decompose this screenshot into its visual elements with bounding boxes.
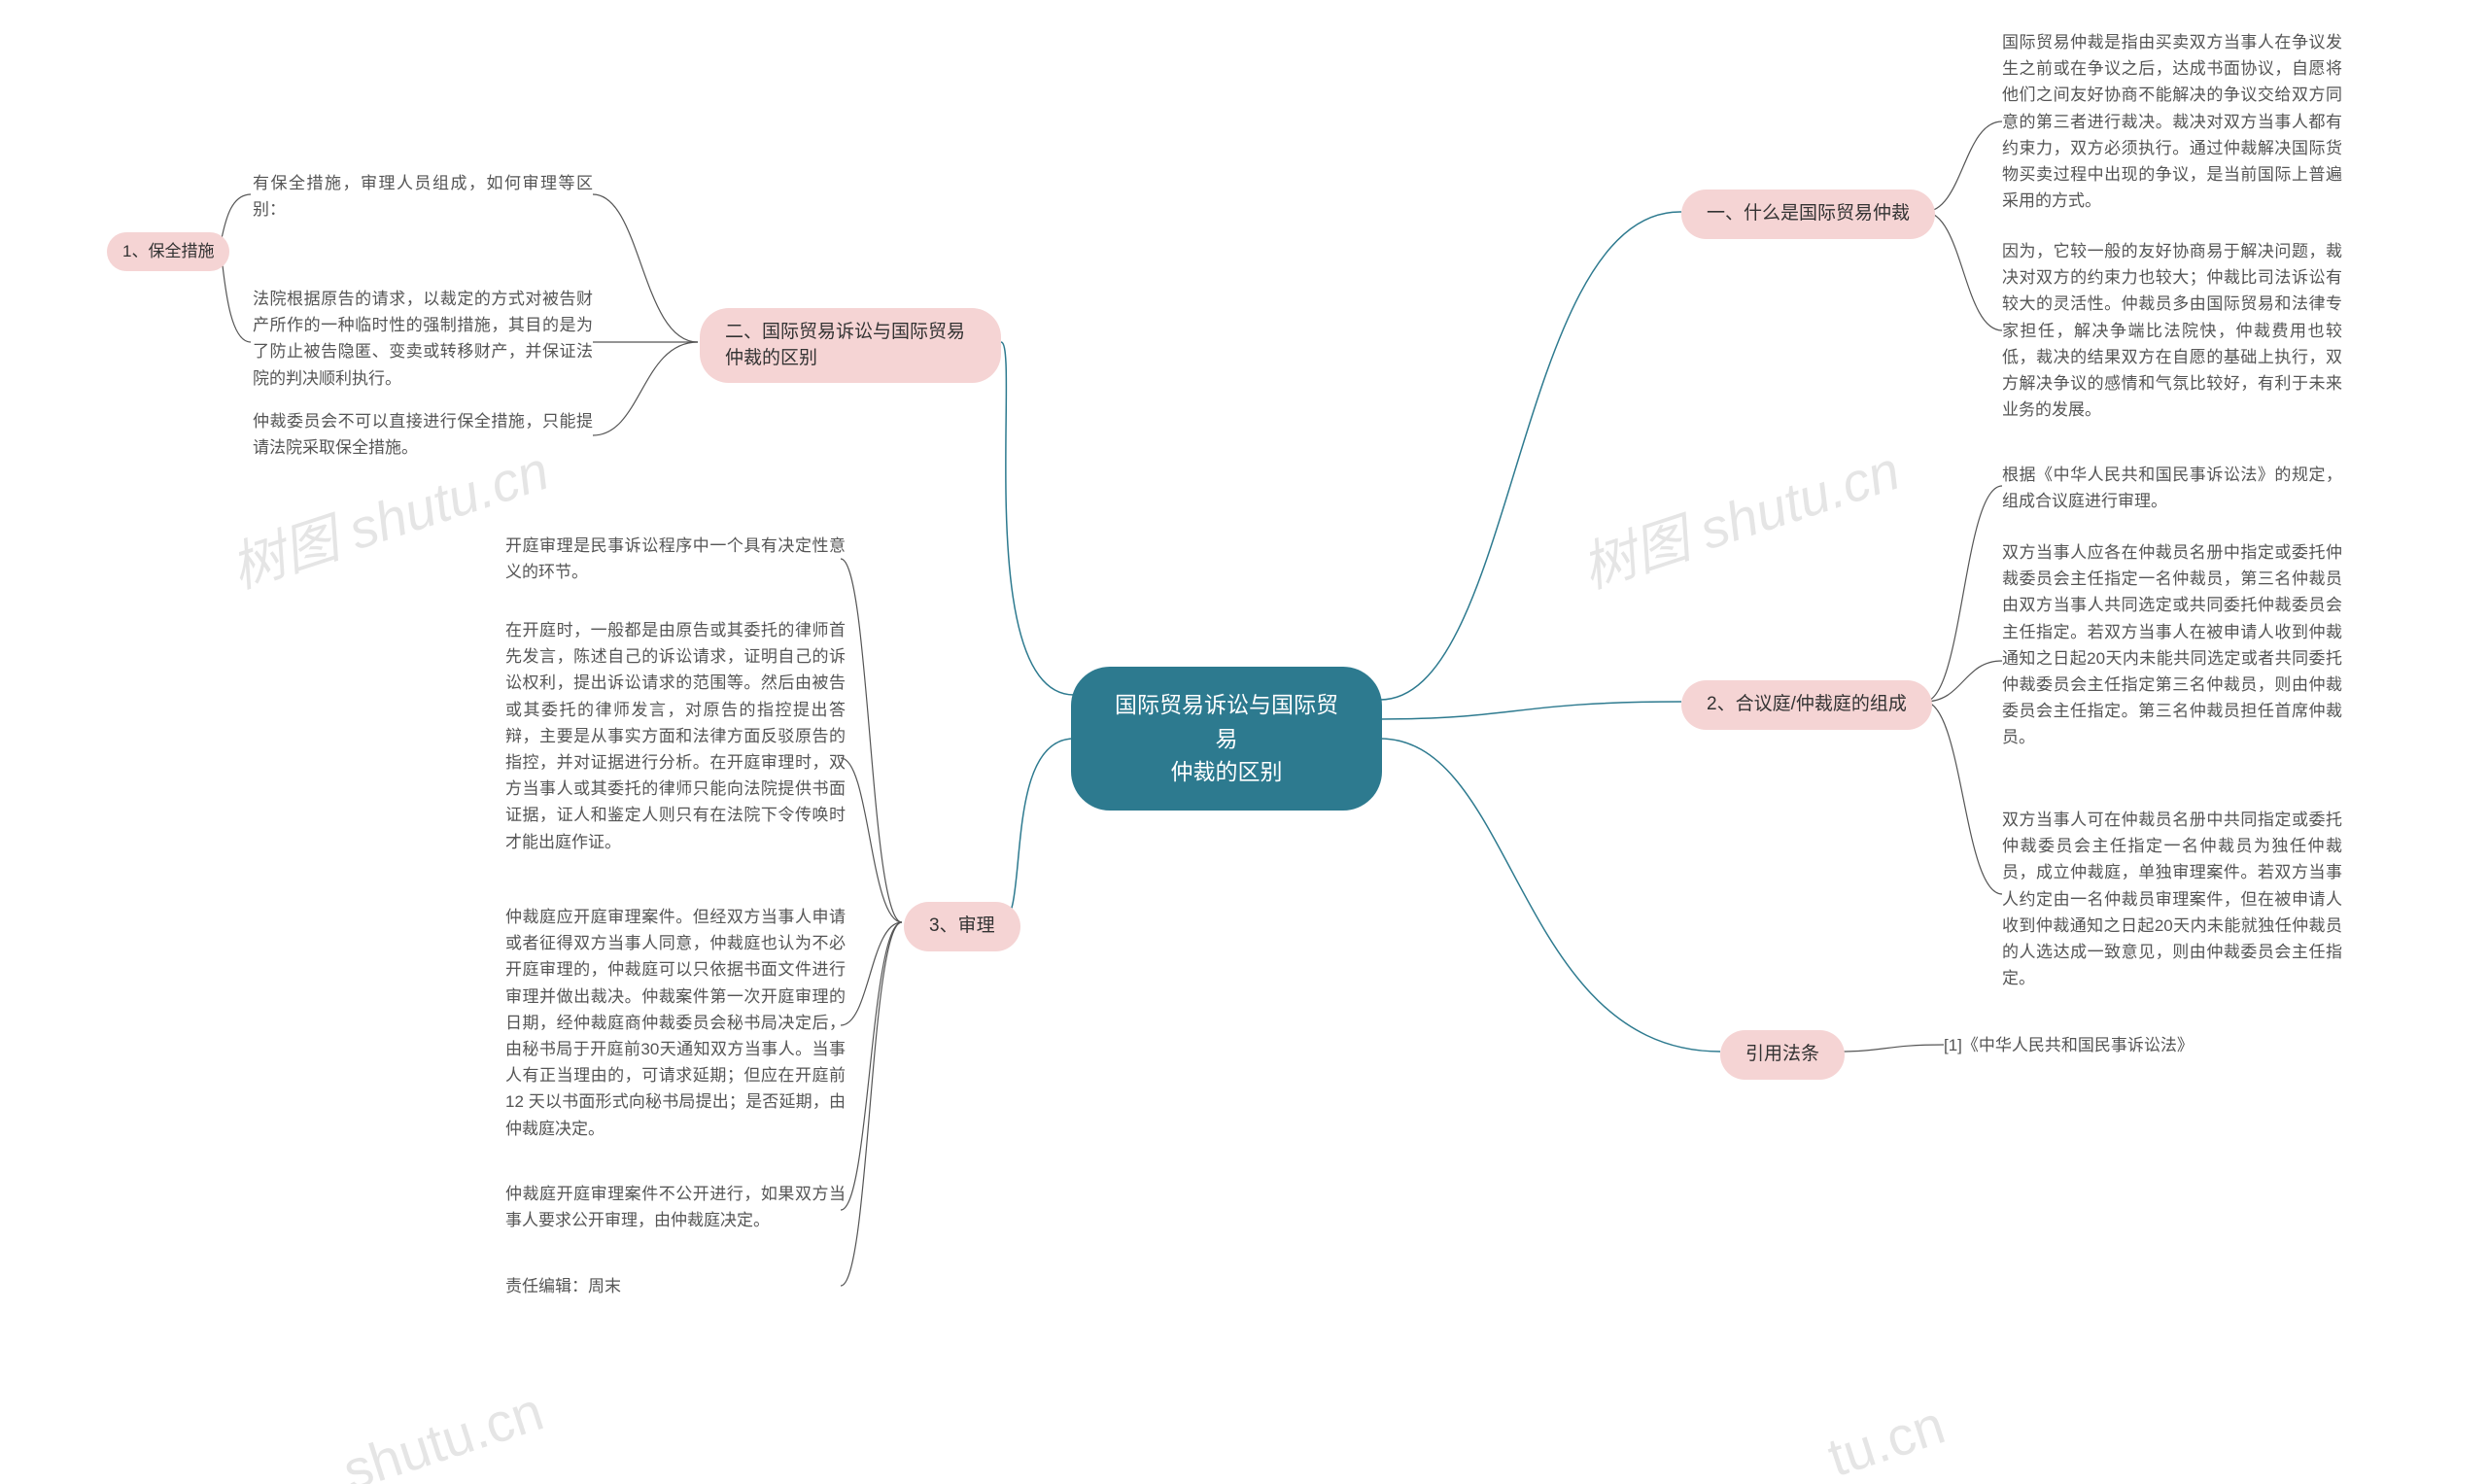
branch-label: 2、合议庭/仲裁庭的组成 [1707,694,1907,714]
leaf-right-1-1: 国际贸易仲裁是指由买卖双方当事人在争议发生之前或在争议之后，达成书面协议，自愿将… [2002,29,2342,214]
branch-left-2[interactable]: 3、审理 [904,902,1020,951]
leaf-left-2-3: 仲裁庭应开庭审理案件。但经双方当事人申请或者征得双方当事人同意，仲裁庭也认为不必… [505,904,846,1142]
leaf-right-3-1: [1]《中华人民共和国民事诉讼法》 [1944,1032,2194,1058]
root-text: 国际贸易诉讼与国际贸易仲裁的区别 [1115,692,1338,784]
watermark: shutu.cn [335,1379,550,1484]
leaf-left-1-2: 法院根据原告的请求，以裁定的方式对被告财产所作的一种临时性的强制措施，其目的是为… [253,286,593,392]
branch-left-1[interactable]: 二、国际贸易诉讼与国际贸易仲裁的区别 [700,308,1001,383]
leaf-right-2-3: 双方当事人可在仲裁员名册中共同指定或委托仲裁委员会主任指定一名仲裁员为独任仲裁员… [2002,807,2342,991]
branch-left-1-side[interactable]: 1、保全措施 [107,232,229,271]
leaf-right-1-2: 因为，它较一般的友好协商易于解决问题，裁决对双方的约束力也较大；仲裁比司法诉讼有… [2002,238,2342,423]
root-node[interactable]: 国际贸易诉讼与国际贸易仲裁的区别 [1071,667,1382,811]
leaf-left-2-4: 仲裁庭开庭审理案件不公开进行，如果双方当事人要求公开审理，由仲裁庭决定。 [505,1181,846,1233]
branch-right-2[interactable]: 2、合议庭/仲裁庭的组成 [1681,680,1932,730]
branch-label: 一、什么是国际贸易仲裁 [1707,203,1910,224]
watermark: 树图 shutu.cn [1571,428,1909,604]
leaf-left-1-1: 有保全措施，审理人员组成，如何审理等区别： [253,170,593,223]
leaf-left-2-2: 在开庭时，一般都是由原告或其委托的律师首先发言，陈述自己的诉讼请求，证明自己的诉… [505,617,846,855]
leaf-left-1-3: 仲裁委员会不可以直接进行保全措施，只能提请法院采取保全措施。 [253,408,593,461]
branch-label: 二、国际贸易诉讼与国际贸易仲裁的区别 [725,322,965,368]
branch-right-1[interactable]: 一、什么是国际贸易仲裁 [1681,190,1935,239]
watermark: tu.cn [1820,1393,1952,1484]
leaf-right-2-1: 根据《中华人民共和国民事诉讼法》的规定，组成合议庭进行审理。 [2002,462,2342,514]
leaf-left-2-1: 开庭审理是民事诉讼程序中一个具有决定性意义的环节。 [505,533,846,585]
branch-label: 引用法条 [1745,1044,1819,1064]
leaf-left-2-5: 责任编辑：周末 [505,1273,621,1299]
branch-label: 1、保全措施 [122,242,214,260]
branch-right-3[interactable]: 引用法条 [1720,1030,1845,1080]
leaf-right-2-2: 双方当事人应各在仲裁员名册中指定或委托仲裁委员会主任指定一名仲裁员，第三名仲裁员… [2002,539,2342,751]
branch-label: 3、审理 [929,915,995,936]
